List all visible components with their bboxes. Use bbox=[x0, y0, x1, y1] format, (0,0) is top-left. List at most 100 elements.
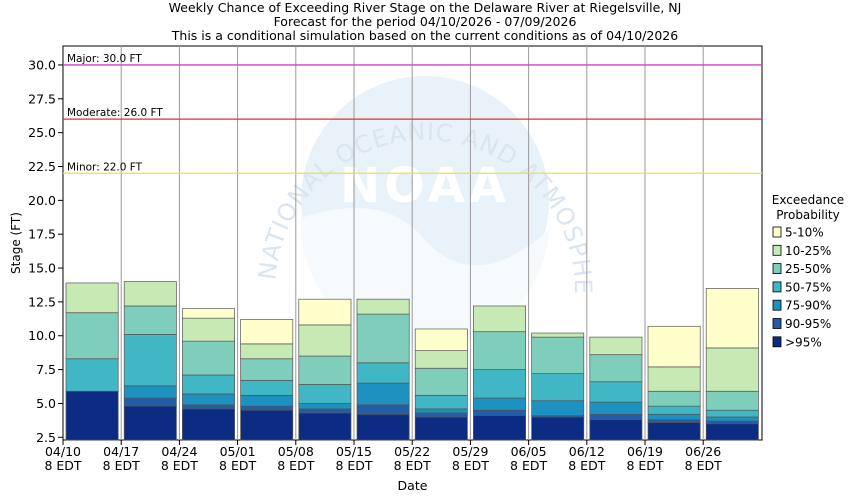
legend-label: 50-75% bbox=[785, 280, 831, 294]
x-tick-sublabel: 8 EDT bbox=[103, 458, 140, 473]
bar-segment bbox=[123, 305, 177, 335]
x-tick-label: 05/22 bbox=[394, 444, 430, 459]
bar-segment bbox=[182, 374, 235, 395]
bar-segment bbox=[473, 415, 526, 441]
legend-swatch bbox=[772, 318, 782, 329]
bars bbox=[65, 281, 759, 441]
bar-group bbox=[356, 298, 410, 441]
threshold-label: Major: 30.0 FT bbox=[67, 53, 142, 65]
x-tick-label: 05/15 bbox=[336, 444, 372, 459]
y-tick-label: 22.5 bbox=[28, 159, 56, 174]
bar-segment bbox=[240, 405, 294, 411]
y-tick-label: 27.5 bbox=[28, 91, 56, 106]
bar-segment bbox=[356, 382, 410, 406]
bar-segment bbox=[647, 422, 701, 441]
bar-segment bbox=[123, 405, 177, 441]
x-tick-label: 05/29 bbox=[452, 444, 488, 459]
legend-swatch bbox=[772, 299, 782, 311]
x-tick-label: 05/01 bbox=[220, 444, 256, 459]
x-tick-sublabel: 8 EDT bbox=[161, 458, 198, 473]
bar-segment bbox=[531, 400, 585, 416]
bar-segment bbox=[589, 401, 643, 415]
bar-segment bbox=[589, 354, 643, 383]
bar-segment bbox=[705, 409, 759, 418]
legend-label: 25-50% bbox=[785, 262, 831, 276]
x-tick-sublabel: 8 EDT bbox=[568, 458, 605, 473]
bar-segment bbox=[240, 319, 294, 345]
chart-subtitle-conditions: This is a conditional simulation based o… bbox=[171, 28, 679, 43]
bar-segment bbox=[647, 390, 701, 407]
legend-swatch bbox=[772, 244, 782, 256]
bar-segment bbox=[647, 419, 701, 423]
legend-swatch bbox=[772, 336, 782, 348]
bar-group bbox=[123, 281, 177, 441]
bar-segment bbox=[123, 397, 177, 407]
axes: 2.5 5.0 7.5 10.0 12.5 15.0 17.5 20.0 22.5 25.0 27.… bbox=[9, 57, 722, 493]
y-tick-label: 12.5 bbox=[28, 294, 56, 309]
bar-segment bbox=[182, 340, 235, 376]
bar-group bbox=[531, 332, 585, 441]
bar-segment bbox=[182, 404, 235, 410]
bar-segment bbox=[298, 298, 352, 326]
legend-label: 10-25% bbox=[785, 244, 831, 258]
bar-group bbox=[705, 288, 759, 441]
bar-segment bbox=[473, 397, 526, 411]
bar-group bbox=[298, 298, 352, 441]
bar-segment bbox=[705, 288, 759, 349]
bar-segment bbox=[65, 390, 119, 441]
bar-segment bbox=[356, 298, 410, 315]
bar-segment bbox=[531, 373, 585, 402]
bar-segment bbox=[414, 367, 468, 396]
x-tick-sublabel: 8 EDT bbox=[44, 458, 81, 473]
bar-segment bbox=[705, 416, 759, 422]
bar-group bbox=[589, 336, 643, 441]
bar-segment bbox=[589, 381, 643, 403]
bar-segment bbox=[240, 394, 294, 407]
bar-group bbox=[240, 319, 294, 441]
x-tick-label: 04/24 bbox=[161, 444, 197, 459]
bar-segment bbox=[123, 385, 177, 399]
y-tick-label: 7.5 bbox=[36, 362, 56, 377]
x-tick-label: 06/19 bbox=[627, 444, 663, 459]
bar-segment bbox=[705, 420, 759, 425]
y-tick-label: 5.0 bbox=[36, 396, 56, 411]
y-tick-label: 20.0 bbox=[28, 193, 56, 208]
y-tick-label: 17.5 bbox=[28, 227, 56, 242]
bar-segment bbox=[473, 409, 526, 416]
bar-segment bbox=[182, 393, 235, 406]
legend-title: Exceedance bbox=[772, 193, 844, 207]
bar-segment bbox=[647, 325, 701, 368]
bar-segment bbox=[589, 336, 643, 356]
flood-thresholds: Major: 30.0 FT Moderate: 26.0 FT Minor: 22… bbox=[63, 53, 762, 174]
legend-label: 90-95% bbox=[785, 317, 831, 331]
x-tick-sublabel: 8 EDT bbox=[685, 458, 722, 473]
legend-swatch bbox=[772, 281, 782, 293]
bar-segment bbox=[647, 405, 701, 415]
x-tick-sublabel: 8 EDT bbox=[452, 458, 489, 473]
watermark-logo-text: NOAA bbox=[340, 158, 510, 214]
bar-segment bbox=[240, 358, 294, 381]
y-tick-label: 10.0 bbox=[28, 328, 56, 343]
bar-segment bbox=[647, 366, 701, 392]
chart-title: Weekly Chance of Exceeding River Stage o… bbox=[168, 0, 682, 15]
x-tick-label: 04/10 bbox=[45, 444, 81, 459]
bar-segment bbox=[473, 331, 526, 370]
bar-group bbox=[65, 282, 119, 441]
bar-segment bbox=[240, 409, 294, 441]
x-tick-sublabel: 8 EDT bbox=[277, 458, 314, 473]
chart-titles: Weekly Chance of Exceeding River Stage o… bbox=[0, 1, 850, 43]
bar-group bbox=[647, 325, 701, 441]
bar-segment bbox=[123, 281, 177, 307]
x-tick-label: 06/05 bbox=[511, 444, 547, 459]
x-tick-label: 06/12 bbox=[569, 444, 605, 459]
bar-segment bbox=[240, 380, 294, 396]
y-tick-label: 2.5 bbox=[36, 430, 56, 445]
bar-segment bbox=[182, 317, 235, 342]
bar-segment bbox=[298, 324, 352, 357]
threshold-label: Moderate: 26.0 FT bbox=[67, 107, 163, 119]
bar-segment bbox=[531, 336, 585, 375]
legend-label: >95% bbox=[785, 335, 822, 349]
bar-group bbox=[414, 328, 468, 441]
bar-segment bbox=[356, 404, 410, 415]
